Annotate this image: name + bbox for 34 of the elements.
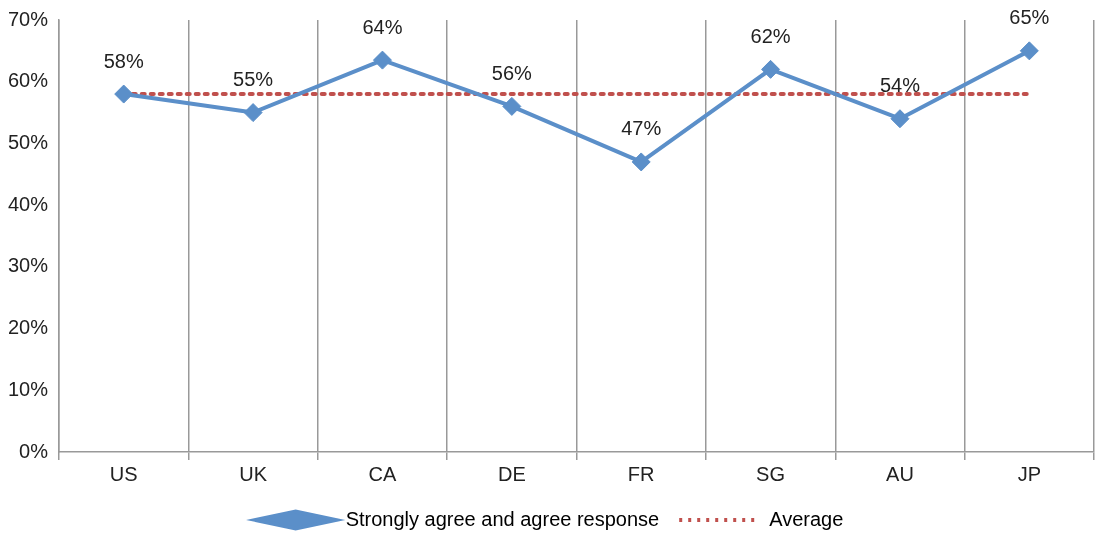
point	[1019, 41, 1039, 61]
x-tick-label: US	[109, 462, 138, 485]
y-tick-label: 60%	[8, 69, 49, 92]
y-tick-label: 10%	[8, 377, 49, 400]
x-tick-label: AU	[886, 462, 914, 485]
y-tick-label: 20%	[8, 316, 49, 339]
x-tick-label: CA	[368, 462, 397, 485]
point	[372, 50, 392, 70]
data-label: 64%	[362, 15, 403, 38]
x-tick-label: SG	[756, 462, 786, 485]
point	[631, 152, 651, 172]
y-tick-label: 30%	[8, 254, 49, 277]
data-label: 47%	[621, 117, 662, 140]
point	[502, 96, 522, 116]
data-label: 58%	[103, 49, 144, 72]
data-label: 54%	[879, 74, 921, 97]
y-tick-label: 70%	[8, 7, 49, 30]
point	[114, 84, 134, 104]
legend-label: Average	[769, 507, 844, 530]
legend-label: Strongly agree and agree response	[345, 507, 660, 530]
x-tick-label: JP	[1017, 462, 1041, 485]
y-tick-label: 0%	[19, 439, 49, 462]
x-tick-label: UK	[239, 462, 268, 485]
data-label: 62%	[750, 24, 791, 47]
y-tick-label: 40%	[8, 192, 49, 215]
y-tick-label: 50%	[8, 130, 49, 153]
point	[243, 103, 263, 123]
x-tick-label: DE	[497, 462, 526, 485]
point	[890, 109, 910, 129]
data-label: 55%	[233, 68, 274, 91]
x-tick-label: FR	[627, 462, 655, 485]
data-label: 65%	[1009, 6, 1050, 29]
data-label: 56%	[491, 61, 533, 84]
point	[761, 59, 781, 79]
